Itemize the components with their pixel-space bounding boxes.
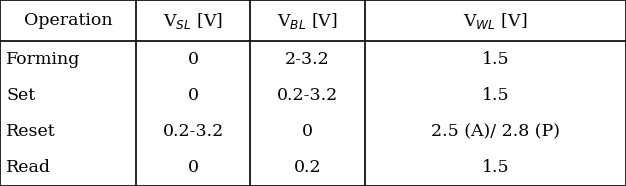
Text: $\mathregular{V}_{SL}$ [V]: $\mathregular{V}_{SL}$ [V] [163, 11, 223, 31]
Text: Operation: Operation [24, 12, 113, 29]
Text: $\mathregular{V}_{BL}$ [V]: $\mathregular{V}_{BL}$ [V] [277, 11, 338, 31]
Text: 0.2-3.2: 0.2-3.2 [277, 87, 338, 104]
Text: $\mathregular{V}_{WL}$ [V]: $\mathregular{V}_{WL}$ [V] [463, 11, 528, 31]
Text: 0: 0 [188, 87, 199, 104]
Text: 0: 0 [188, 51, 199, 68]
Text: 1.5: 1.5 [481, 159, 509, 176]
Text: 0: 0 [302, 123, 313, 140]
Text: 0.2: 0.2 [294, 159, 321, 176]
Text: 0: 0 [188, 159, 199, 176]
Text: Read: Read [6, 159, 51, 176]
Text: Set: Set [6, 87, 36, 104]
Text: 2-3.2: 2-3.2 [285, 51, 330, 68]
Text: 1.5: 1.5 [481, 51, 509, 68]
Text: Forming: Forming [6, 51, 81, 68]
Text: 1.5: 1.5 [481, 87, 509, 104]
Text: 2.5 (A)/ 2.8 (P): 2.5 (A)/ 2.8 (P) [431, 123, 560, 140]
Text: 0.2-3.2: 0.2-3.2 [163, 123, 224, 140]
Text: Reset: Reset [6, 123, 56, 140]
